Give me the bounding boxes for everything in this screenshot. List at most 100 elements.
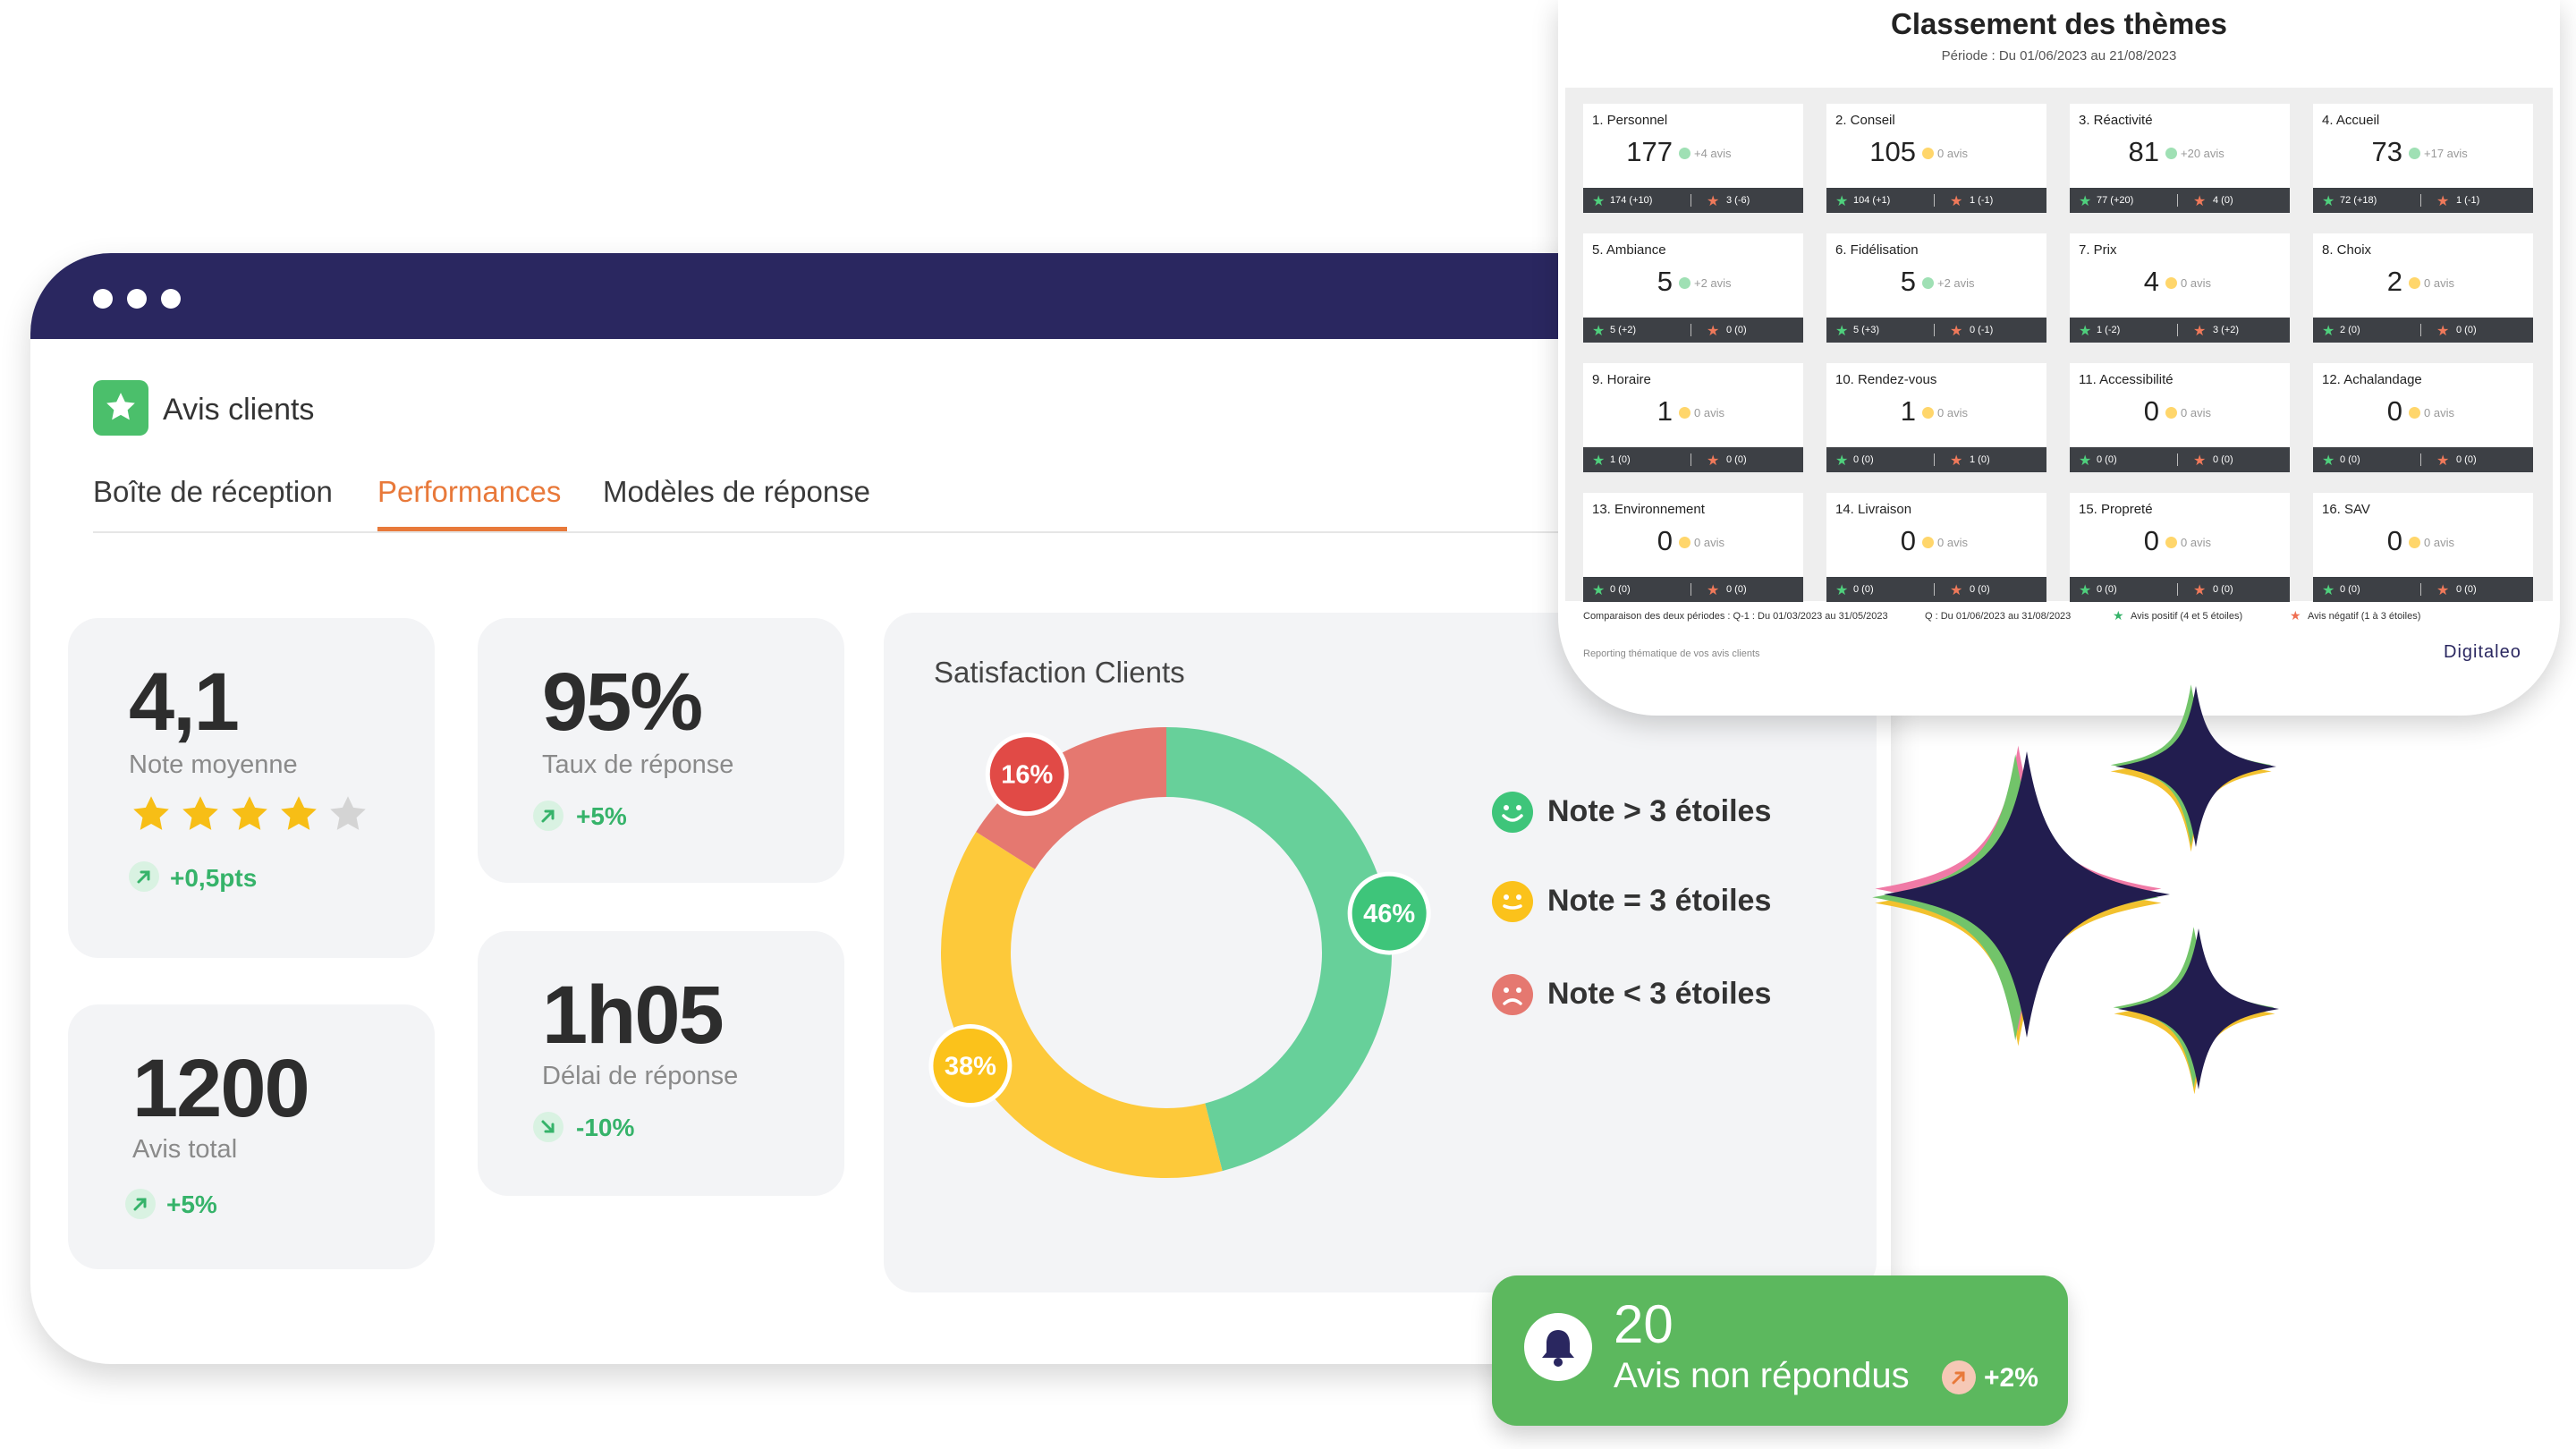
theme-card[interactable]: 8. Choix 2 0 avis ★ 2 (0) ★ 0 (0) — [2313, 233, 2533, 343]
legend-negative-reviews: Avis négatif (1 à 3 étoiles) — [2308, 611, 2421, 622]
theme-card[interactable]: 2. Conseil 105 0 avis ★ 104 (+1) ★ 1 (-1) — [1826, 104, 2046, 213]
theme-card[interactable]: 6. Fidélisation 5 +2 avis ★ 5 (+3) ★ 0 (-1) — [1826, 233, 2046, 343]
theme-card[interactable]: 11. Accessibilité 0 0 avis ★ 0 (0) ★ 0 (0) — [2070, 363, 2290, 472]
star-icon: ★ — [2436, 194, 2450, 209]
theme-positive: 0 (0) — [2340, 454, 2360, 465]
tab-performances[interactable]: Performances — [377, 475, 562, 508]
theme-name: 7. Prix — [2079, 242, 2117, 258]
star-icon — [93, 380, 148, 436]
theme-card[interactable]: 4. Accueil 73 +17 avis ★ 72 (+18) ★ 1 (-1) — [2313, 104, 2533, 213]
total-reviews-card: 1200 Avis total +5% — [68, 1004, 435, 1269]
brand-logo: Digitaleo — [2444, 642, 2521, 662]
star-icon: ★ — [2322, 194, 2335, 209]
theme-count: 81 — [2128, 136, 2159, 167]
theme-negative: 0 (0) — [2213, 584, 2233, 595]
satisfaction-donut-chart: 46% 38% 16% — [928, 727, 1431, 1178]
trend-dot-icon — [2165, 148, 2177, 159]
trend-dot-icon — [2165, 537, 2177, 548]
response-rate-label: Taux de réponse — [542, 750, 734, 779]
donut-slice[interactable] — [941, 831, 1223, 1178]
total-reviews-trend: +5% — [166, 1191, 217, 1218]
trend-dot-icon — [1679, 537, 1690, 548]
theme-count: 1 — [1900, 395, 1916, 427]
rating-trend: +0,5pts — [170, 864, 258, 892]
rating-card: 4,1 Note moyenne +0,5pts — [68, 618, 435, 958]
donut-slice[interactable] — [976, 727, 1166, 869]
report-comparison-q: Q : Du 01/06/2023 au 31/08/2023 — [1925, 611, 2072, 622]
star-icon: ★ — [1592, 453, 1606, 469]
theme-delta: 0 avis — [2424, 536, 2454, 549]
window-dot[interactable] — [127, 289, 147, 309]
donut-slice[interactable] — [1166, 727, 1393, 1172]
tab-templates[interactable]: Modèles de réponse — [603, 475, 871, 508]
divider — [2177, 194, 2178, 207]
theme-split-bar: ★ 0 (0) ★ 0 (0) — [1826, 577, 2046, 602]
trend-up-icon — [533, 801, 564, 831]
theme-split-bar: ★ 2 (0) ★ 0 (0) — [2313, 318, 2533, 343]
theme-split-bar: ★ 5 (+2) ★ 0 (0) — [1583, 318, 1803, 343]
trend-up-icon — [1942, 1360, 1976, 1394]
divider — [2420, 194, 2421, 207]
theme-card[interactable]: 3. Réactivité 81 +20 avis ★ 77 (+20) ★ 4 (0) — [2070, 104, 2290, 213]
theme-positive: 1 (-2) — [2097, 325, 2121, 335]
theme-delta: +20 avis — [2181, 147, 2224, 160]
theme-count: 5 — [1657, 266, 1673, 297]
theme-split-bar: ★ 174 (+10) ★ 3 (-6) — [1583, 188, 1803, 213]
tabs-divider — [93, 531, 1891, 533]
legend-positive-reviews: Avis positif (4 et 5 étoiles) — [2131, 611, 2243, 622]
theme-name: 13. Environnement — [1592, 502, 1705, 517]
window-dot[interactable] — [161, 289, 181, 309]
total-reviews-value: 1200 — [132, 1043, 310, 1134]
tab-inbox[interactable]: Boîte de réception — [93, 475, 333, 508]
star-icon: ★ — [2436, 324, 2450, 339]
theme-negative: 0 (0) — [2213, 454, 2233, 465]
theme-name: 12. Achalandage — [2322, 372, 2422, 387]
response-delay-label: Délai de réponse — [542, 1062, 739, 1090]
report-title: Classement des thèmes — [1890, 7, 2227, 40]
window-dot[interactable] — [93, 289, 113, 309]
theme-negative: 0 (0) — [1726, 325, 1747, 335]
bell-icon — [1524, 1313, 1592, 1381]
trend-dot-icon — [1922, 537, 1934, 548]
trend-dot-icon — [1922, 148, 1934, 159]
theme-card[interactable]: 16. SAV 0 0 avis ★ 0 (0) ★ 0 (0) — [2313, 493, 2533, 602]
theme-positive: 104 (+1) — [1853, 195, 1891, 206]
theme-negative: 3 (-6) — [1726, 195, 1750, 206]
trend-up-icon — [125, 1189, 156, 1219]
unanswered-reviews-notification[interactable]: 20 Avis non répondus +2% — [1492, 1275, 2068, 1426]
theme-negative: 0 (-1) — [1970, 325, 1994, 335]
sparkle-icon — [2110, 684, 2276, 852]
theme-negative: 0 (0) — [2456, 454, 2477, 465]
star-icon: ★ — [1950, 324, 1963, 339]
theme-card[interactable]: 7. Prix 4 0 avis ★ 1 (-2) ★ 3 (+2) — [2070, 233, 2290, 343]
theme-split-bar: ★ 104 (+1) ★ 1 (-1) — [1826, 188, 2046, 213]
divider — [1934, 194, 1935, 207]
trend-down-icon — [533, 1112, 564, 1142]
theme-name: 5. Ambiance — [1592, 242, 1666, 258]
data-label: 46% — [1363, 900, 1415, 928]
trend-dot-icon — [1679, 407, 1690, 419]
theme-split-bar: ★ 77 (+20) ★ 4 (0) — [2070, 188, 2290, 213]
star-icon: ★ — [2193, 324, 2207, 339]
data-label-badge — [928, 1024, 1013, 1107]
rating-star-icon — [232, 796, 267, 830]
theme-card[interactable]: 1. Personnel 177 +4 avis ★ 174 (+10) ★ 3 (-6) — [1583, 104, 1803, 213]
trend-dot-icon — [1922, 277, 1934, 289]
theme-card[interactable]: 15. Propreté 0 0 avis ★ 0 (0) ★ 0 (0) — [2070, 493, 2290, 602]
theme-card[interactable]: 13. Environnement 0 0 avis ★ 0 (0) ★ 0 (0) — [1583, 493, 1803, 602]
app-title: Avis clients — [163, 393, 315, 427]
theme-name: 16. SAV — [2322, 502, 2370, 517]
theme-count: 1 — [1657, 395, 1673, 427]
divider — [1690, 324, 1691, 336]
theme-card[interactable]: 10. Rendez-vous 1 0 avis ★ 0 (0) ★ 1 (0) — [1826, 363, 2046, 472]
theme-card[interactable]: 12. Achalandage 0 0 avis ★ 0 (0) ★ 0 (0) — [2313, 363, 2533, 472]
theme-card[interactable]: 9. Horaire 1 0 avis ★ 1 (0) ★ 0 (0) — [1583, 363, 1803, 472]
star-icon: ★ — [2079, 324, 2092, 339]
theme-card[interactable]: 5. Ambiance 5 +2 avis ★ 5 (+2) ★ 0 (0) — [1583, 233, 1803, 343]
trend-dot-icon — [1679, 148, 1690, 159]
theme-card[interactable]: 14. Livraison 0 0 avis ★ 0 (0) ★ 0 (0) — [1826, 493, 2046, 602]
divider — [1690, 583, 1691, 596]
theme-split-bar: ★ 5 (+3) ★ 0 (-1) — [1826, 318, 2046, 343]
trend-dot-icon — [2409, 407, 2420, 419]
rating-star-icon — [281, 796, 317, 830]
